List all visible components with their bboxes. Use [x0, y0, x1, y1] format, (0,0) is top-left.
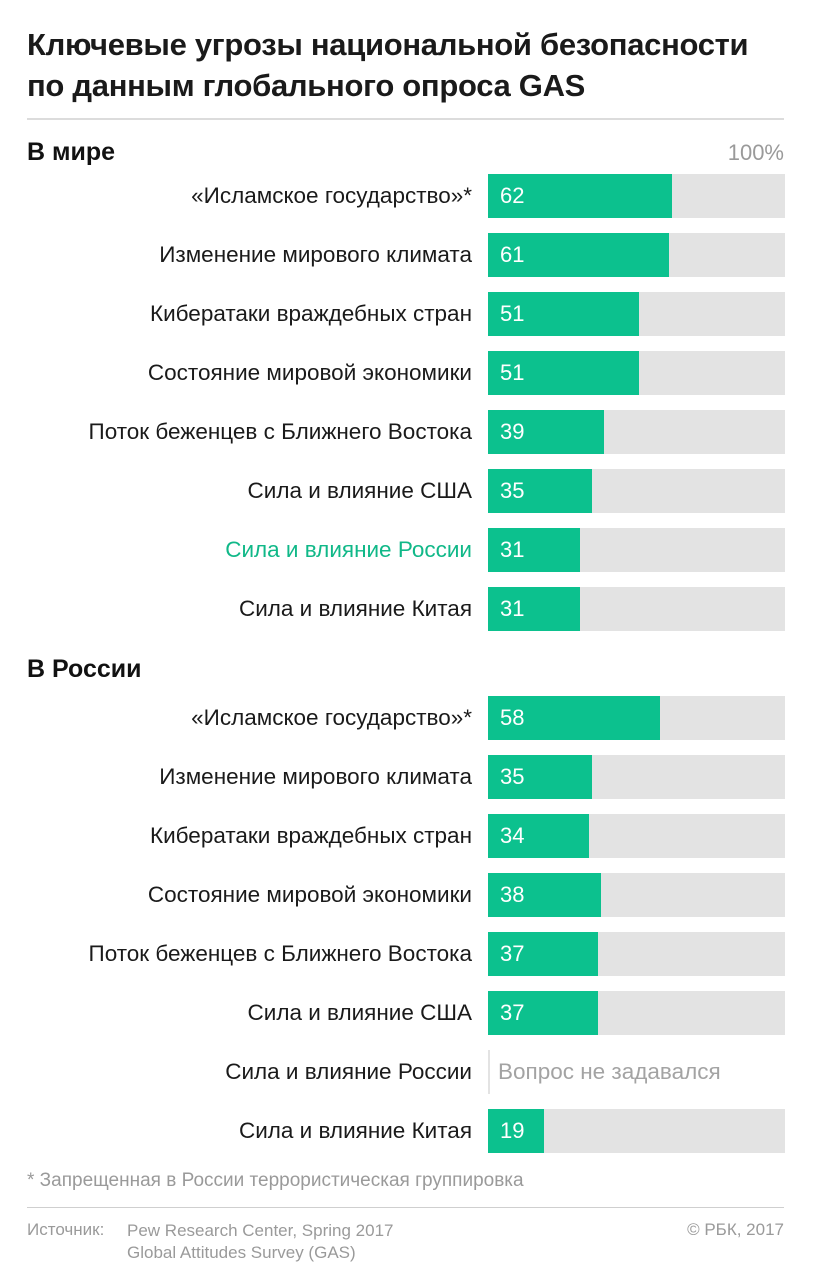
bar-value-label: 37 — [500, 1000, 525, 1025]
bar-track: 35 — [488, 755, 785, 799]
bar: 51 — [488, 292, 639, 336]
bar-row-world: «Исламское государство»* 62 — [0, 174, 816, 218]
category-label: Сила и влияние США — [247, 1000, 472, 1025]
footnote: * Запрещенная в России террористическая … — [27, 1170, 524, 1191]
bar-value-label: 51 — [500, 301, 525, 326]
bar: 62 — [488, 174, 672, 218]
section-title-russia: В России — [27, 655, 142, 683]
source-line-2: Global Attitudes Survey (GAS) — [127, 1243, 356, 1262]
bar-value-label: 58 — [500, 705, 525, 730]
bar-row-russia: Изменение мирового климата 35 — [0, 755, 816, 799]
category-label: Состояние мировой экономики — [147, 360, 472, 385]
chart-title-line-1: Ключевые угрозы национальной безопасност… — [27, 27, 749, 62]
bar: 31 — [488, 587, 580, 631]
bar: 39 — [488, 410, 604, 454]
bar-row-russia: Сила и влияние США 37 — [0, 991, 816, 1035]
category-label: Сила и влияние Китая — [238, 1118, 472, 1143]
bar-value-label: 19 — [500, 1118, 525, 1143]
category-label: Кибератаки враждебных стран — [150, 301, 472, 326]
source-text: Pew Research Center, Spring 2017 Global … — [127, 1220, 394, 1264]
bar-value-label: 39 — [500, 419, 525, 444]
bar-row-world: Сила и влияние США 35 — [0, 469, 816, 513]
category-label: Поток беженцев с Ближнего Востока — [88, 941, 472, 966]
bar-row-russia: Сила и влияние Китая 19 — [0, 1109, 816, 1153]
chart-title: Ключевые угрозы национальной безопасност… — [27, 24, 797, 106]
category-label: Сила и влияние США — [247, 478, 472, 503]
bar-track: 31 — [488, 528, 785, 572]
bar-track: 51 — [488, 292, 785, 336]
bar: 19 — [488, 1109, 544, 1153]
bar-track: 37 — [488, 932, 785, 976]
bar-track: 34 — [488, 814, 785, 858]
bar-row-russia: Поток беженцев с Ближнего Востока 37 — [0, 932, 816, 976]
chart-title-line-2: по данным глобального опроса GAS — [27, 68, 586, 103]
category-label: «Исламское государство»* — [191, 705, 472, 730]
bar-row-russia: Состояние мировой экономики 38 — [0, 873, 816, 917]
category-label: Кибератаки враждебных стран — [150, 823, 472, 848]
bar-track: 39 — [488, 410, 785, 454]
source-label: Источник: — [27, 1220, 105, 1239]
bar: 35 — [488, 469, 592, 513]
bar-track: 35 — [488, 469, 785, 513]
bar: 51 — [488, 351, 639, 395]
bar-value-label: 37 — [500, 941, 525, 966]
bar-row-world: Сила и влияние России 31 — [0, 528, 816, 572]
category-label: Сила и влияние Китая — [238, 596, 472, 621]
bar-track: 38 — [488, 873, 785, 917]
bar-row-russia: Сила и влияние России Вопрос не задавался — [0, 1050, 816, 1094]
category-label: Изменение мирового климата — [159, 242, 472, 267]
bar: 31 — [488, 528, 580, 572]
bar-row-world: Сила и влияние Китая 31 — [0, 587, 816, 631]
bar-row-world: Изменение мирового климата 61 — [0, 233, 816, 277]
bar-value-label: 31 — [500, 596, 525, 621]
bar-row-world: Состояние мировой экономики 51 — [0, 351, 816, 395]
bar-track: 62 — [488, 174, 785, 218]
section-title-world: В мире — [27, 138, 116, 166]
no-data-marker — [488, 1050, 490, 1094]
category-label: «Исламское государство»* — [191, 183, 472, 208]
max-scale-label: 100% — [727, 140, 784, 165]
bar-track: 31 — [488, 587, 785, 631]
copyright: © РБК, 2017 — [687, 1220, 784, 1239]
bar-value-label: 34 — [500, 823, 525, 848]
bar-track: 51 — [488, 351, 785, 395]
bar-value-label: 51 — [500, 360, 525, 385]
bar-track: 19 — [488, 1109, 785, 1153]
bar-value-label: 35 — [500, 764, 525, 789]
bar-track: 37 — [488, 991, 785, 1035]
category-label: Сила и влияние России — [225, 1059, 472, 1084]
no-data-label: Вопрос не задавался — [498, 1059, 721, 1084]
category-label: Состояние мировой экономики — [147, 882, 472, 907]
category-label: Сила и влияние России — [225, 537, 472, 562]
category-label: Изменение мирового климата — [159, 764, 472, 789]
bar: 35 — [488, 755, 592, 799]
bar-value-label: 35 — [500, 478, 525, 503]
bar-track: 61 — [488, 233, 785, 277]
source-line-1: Pew Research Center, Spring 2017 — [127, 1221, 394, 1240]
bar-row-russia: «Исламское государство»* 58 — [0, 696, 816, 740]
bar-row-russia: Кибератаки враждебных стран 34 — [0, 814, 816, 858]
top-divider — [27, 118, 784, 120]
bar-value-label: 38 — [500, 882, 525, 907]
bar-value-label: 31 — [500, 537, 525, 562]
bar-row-world: Поток беженцев с Ближнего Востока 39 — [0, 410, 816, 454]
bar: 38 — [488, 873, 601, 917]
bar-value-label: 61 — [500, 242, 525, 267]
bar-value-label: 62 — [500, 183, 525, 208]
bar-track: 58 — [488, 696, 785, 740]
bar: 61 — [488, 233, 669, 277]
bottom-divider — [27, 1207, 784, 1208]
category-label: Поток беженцев с Ближнего Востока — [88, 419, 472, 444]
bar: 37 — [488, 932, 598, 976]
bar: 58 — [488, 696, 660, 740]
bar: 37 — [488, 991, 598, 1035]
bar: 34 — [488, 814, 589, 858]
bar-row-world: Кибератаки враждебных стран 51 — [0, 292, 816, 336]
